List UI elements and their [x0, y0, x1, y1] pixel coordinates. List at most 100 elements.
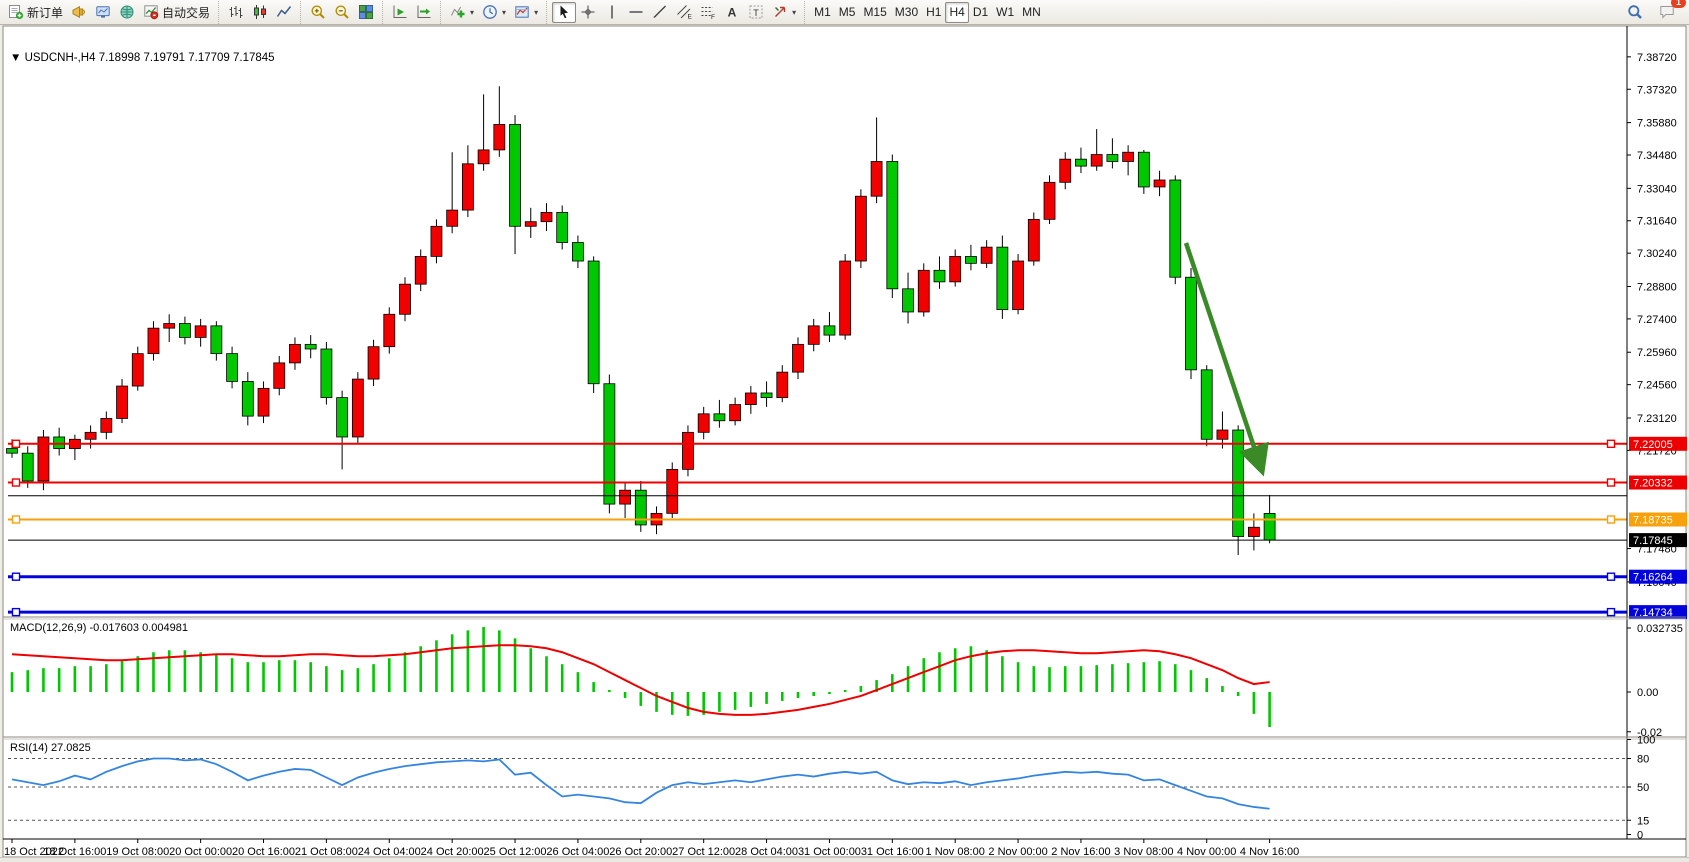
rsi-tick-label: 100: [1637, 735, 1655, 747]
price-panel: ▼ USDCNH-,H4 7.18998 7.19791 7.17709 7.1…: [6, 52, 1627, 617]
chat-icon: [1660, 6, 1674, 19]
price-tick-label: 7.31640: [1637, 216, 1677, 228]
line-anchor[interactable]: [11, 515, 21, 524]
tf-w1-button[interactable]: W1: [992, 2, 1018, 23]
auto-trading-button-label: 自动交易: [162, 5, 211, 20]
line-anchor[interactable]: [1606, 607, 1616, 617]
svg-text:F: F: [711, 14, 715, 20]
tf-h4-button[interactable]: H4: [945, 1, 969, 23]
bar-chart-mode-button[interactable]: [224, 2, 248, 23]
vline-icon: [611, 5, 613, 19]
line-anchor[interactable]: [1606, 478, 1616, 487]
window-bottom-strip: [0, 857, 1689, 862]
tile-windows-button[interactable]: [354, 2, 378, 23]
arrows-button[interactable]: ▾: [768, 2, 800, 23]
text-button[interactable]: A: [720, 2, 744, 23]
market-watch-button[interactable]: [67, 2, 91, 23]
autotrade-icon: [144, 5, 159, 20]
new-order-button[interactable]: 新订单: [4, 2, 67, 23]
tf-h1-button-label: H1: [926, 5, 942, 19]
rsi-label: RSI(14) 27.0825: [10, 742, 91, 754]
auto-scroll-button[interactable]: [388, 2, 412, 23]
channel-icon: E: [677, 5, 692, 20]
time-tick-label: 2 Nov 16:00: [1051, 846, 1110, 858]
price-tag-label: 7.18735: [1633, 514, 1673, 526]
price-tick-label: 7.35880: [1637, 118, 1677, 130]
equidistant-channel-button[interactable]: E: [672, 2, 696, 23]
rsi-tick-label: 80: [1637, 754, 1649, 766]
line-anchor[interactable]: [1606, 572, 1616, 581]
search-icon: [1628, 5, 1642, 19]
line-anchor[interactable]: [11, 439, 21, 448]
tf-m30-button-label: M30: [894, 5, 919, 19]
tf-h4-button-label: H4: [949, 5, 965, 19]
tf-w1-button-label: W1: [996, 5, 1015, 19]
tf-m15-button[interactable]: M15: [859, 2, 890, 23]
horizontal-line-button[interactable]: [624, 2, 648, 23]
zoom-in-button[interactable]: [306, 2, 330, 23]
price-axis[interactable]: 7.38720 7.37320 7.35880 7.34480 7.33040 7.316…: [1626, 26, 1687, 839]
price-tick-label: 7.33040: [1637, 183, 1677, 195]
vertical-line-button[interactable]: [600, 2, 624, 23]
templates-button[interactable]: ▾: [510, 2, 542, 23]
tf-h1-button[interactable]: H1: [922, 2, 945, 23]
time-tick-label: 19 Oct 08:00: [106, 846, 169, 858]
chat-button[interactable]: [1655, 2, 1679, 23]
line-anchor[interactable]: [1606, 439, 1616, 448]
price-tag-label: 7.20332: [1633, 478, 1673, 490]
horn-icon: [72, 5, 86, 19]
symbol-ohlc-label: ▼ USDCNH-,H4 7.18998 7.19791 7.17709 7.1…: [10, 52, 275, 64]
chevron-down-icon: ▾: [470, 7, 475, 17]
crosshair-button[interactable]: [576, 2, 600, 23]
price-tag-label: 7.14734: [1633, 607, 1673, 619]
text-label-button[interactable]: T: [744, 2, 768, 23]
line-anchor[interactable]: [11, 478, 21, 487]
line-anchor[interactable]: [11, 607, 21, 617]
line-anchor[interactable]: [11, 572, 21, 581]
fibonacci-button[interactable]: F: [696, 2, 720, 23]
tf-mn-button[interactable]: MN: [1018, 2, 1045, 23]
tf-m5-button-label: M5: [838, 5, 856, 19]
trendline-button[interactable]: [648, 2, 672, 23]
indicators-button[interactable]: ▾: [446, 2, 478, 23]
time-tick-label: 20 Oct 00:00: [169, 846, 232, 858]
macd-tick-label: -0.02: [1637, 727, 1662, 739]
data-window-button[interactable]: [91, 2, 115, 23]
macd-tick-label: 0.00: [1637, 687, 1658, 699]
tf-m5-button[interactable]: M5: [835, 2, 860, 23]
time-tick-label: 20 Oct 16:00: [232, 846, 295, 858]
notification-badge: 1: [1671, 0, 1686, 8]
trend-arrow[interactable]: [1183, 242, 1269, 477]
template-icon: [515, 6, 529, 18]
chart-shift-button[interactable]: [412, 2, 436, 23]
macd-tick-label: 0.032735: [1637, 623, 1683, 635]
periods-button[interactable]: ▾: [478, 2, 510, 23]
navigator-button[interactable]: [115, 2, 139, 23]
time-tick-label: 24 Oct 20:00: [421, 846, 484, 858]
search-button[interactable]: [1623, 2, 1647, 23]
auto-trading-button[interactable]: 自动交易: [139, 2, 214, 23]
time-tick-label: 31 Oct 00:00: [798, 846, 861, 858]
zoom-out-button[interactable]: [330, 2, 354, 23]
chevron-down-icon: ▾: [502, 7, 507, 17]
tf-d1-button[interactable]: D1: [969, 2, 992, 23]
new-order-button-label: 新订单: [27, 5, 64, 20]
tf-m30-button[interactable]: M30: [891, 2, 922, 23]
price-tick-label: 7.24560: [1637, 380, 1677, 392]
svg-text:A: A: [728, 6, 737, 20]
time-tick-label: 21 Oct 08:00: [295, 846, 358, 858]
price-tick-label: 7.25960: [1637, 347, 1677, 359]
time-tick-label: 1 Nov 08:00: [926, 846, 985, 858]
price-tick-label: 7.38720: [1637, 52, 1677, 64]
autoscroll-icon: [393, 5, 407, 18]
line-anchor[interactable]: [1606, 515, 1616, 524]
line-chart-mode-button[interactable]: [272, 2, 296, 23]
svg-text:T: T: [753, 8, 759, 18]
candlestick-mode-button[interactable]: [248, 2, 272, 23]
cursor-button[interactable]: [552, 1, 577, 23]
tf-m1-button[interactable]: M1: [810, 2, 835, 23]
rsi-panel: 100 80 50 15 0 RSI(14) 27.0825: [8, 735, 1655, 842]
tile-icon: [359, 5, 374, 19]
price-tag-label: 7.17845: [1633, 535, 1673, 547]
